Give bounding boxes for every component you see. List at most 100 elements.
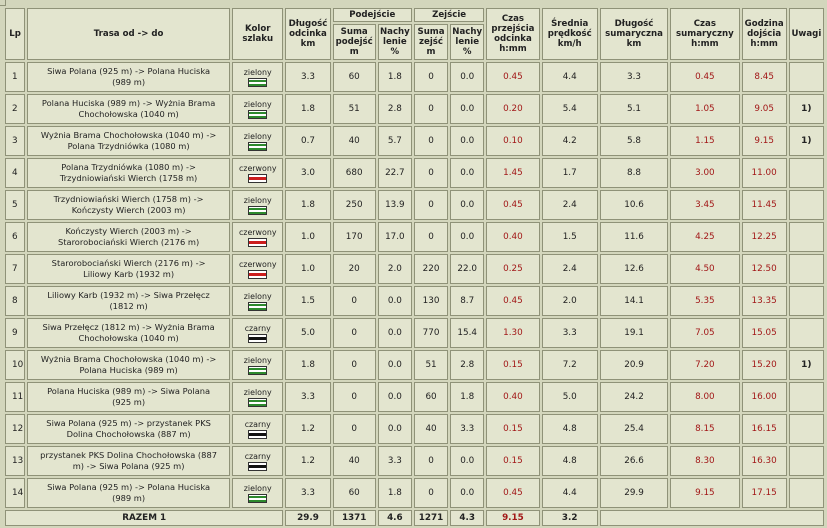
suma-zejsc-cell: 0 <box>413 126 449 156</box>
lp-cell: 4 <box>5 158 26 188</box>
czas-cell: 0.45 <box>486 190 540 220</box>
route-line-2: (1812 m) <box>109 301 148 311</box>
trail-color-label: zielony <box>243 99 272 109</box>
trail-flag-icon <box>248 461 268 471</box>
route-line-1: Wyżnia Brama Chochołowska (1040 m) -> <box>40 354 217 364</box>
dlugosc-cell: 1.0 <box>285 254 331 284</box>
suma-zejsc-cell: 0 <box>413 62 449 92</box>
header-suma-podejsc: Suma podejść m <box>332 24 376 60</box>
godzina-cell: 9.05 <box>741 94 787 124</box>
czas-sumaryczny-cell: 5.35 <box>670 286 740 316</box>
trail-color-cell: zielony <box>232 126 284 156</box>
route-line-1: Liliowy Karb (1932 m) -> Siwa Przełęcz <box>47 290 210 300</box>
route-line-1: Wyżnia Brama Chochołowska (1040 m) -> <box>40 130 217 140</box>
czas-sumaryczny-cell: 3.00 <box>670 158 740 188</box>
trail-color-cell: czarny <box>232 446 284 476</box>
dlugosc-cell: 3.0 <box>285 158 331 188</box>
lp-cell: 3 <box>5 126 26 156</box>
czas-cell: 1.30 <box>486 318 540 348</box>
czas-sumaryczny-cell: 1.05 <box>670 94 740 124</box>
nachylenie-zejscie-cell: 0.0 <box>450 158 485 188</box>
uwagi-cell <box>788 190 824 220</box>
uwagi-cell <box>788 446 824 476</box>
nachylenie-podejscie-cell: 1.8 <box>377 478 412 508</box>
suma-zejsc-cell: 0 <box>413 478 449 508</box>
godzina-cell: 16.15 <box>741 414 787 444</box>
uwagi-cell <box>788 382 824 412</box>
uwagi-cell <box>788 254 824 284</box>
suma-podejsc-cell: 170 <box>332 222 376 252</box>
nachylenie-zejscie-cell: 2.8 <box>450 350 485 380</box>
table-row: 4 Polana Trzydniówka (1080 m) -> Trzydni… <box>5 158 824 188</box>
table-row: 12 Siwa Polana (925 m) -> przystanek PKS… <box>5 414 824 444</box>
header-czas-sumaryczny: Czas sumaryczny h:mm <box>670 8 740 60</box>
czas-sumaryczny-cell: 0.45 <box>670 62 740 92</box>
nachylenie-podejscie-cell: 0.0 <box>377 286 412 316</box>
suma-zejsc-cell: 0 <box>413 190 449 220</box>
dlugosc-sumaryczna-cell: 10.6 <box>599 190 669 220</box>
godzina-cell: 15.05 <box>741 318 787 348</box>
czas-cell: 1.45 <box>486 158 540 188</box>
trail-flag-icon <box>248 269 268 279</box>
uwagi-cell <box>788 414 824 444</box>
czas-cell: 0.40 <box>486 382 540 412</box>
table-row: 11 Polana Huciska (989 m) -> Siwa Polana… <box>5 382 824 412</box>
trail-color-label: czerwony <box>238 227 277 237</box>
czas-sumaryczny-cell: 9.15 <box>670 478 740 508</box>
lp-cell: 14 <box>5 478 26 508</box>
table-row: 6 Kończysty Wierch (2003 m) -> Starorobo… <box>5 222 824 252</box>
route-line-2: Chochołowska (1040 m) <box>78 333 179 343</box>
nachylenie-podejscie-cell: 2.0 <box>377 254 412 284</box>
trail-flag-icon <box>248 397 268 407</box>
nachylenie-zejscie-cell: 15.4 <box>450 318 485 348</box>
route-cell: Polana Huciska (989 m) -> Wyżnia Brama C… <box>27 94 231 124</box>
uwagi-cell: 1) <box>788 350 824 380</box>
trail-color-cell: czerwony <box>232 158 284 188</box>
dlugosc-cell: 1.8 <box>285 350 331 380</box>
route-line-1: Siwa Polana (925 m) -> Polana Huciska <box>47 66 211 76</box>
suma-podejsc-cell: 51 <box>332 94 376 124</box>
trail-flag-icon <box>248 237 268 247</box>
czas-cell: 0.45 <box>486 478 540 508</box>
table-row: 3 Wyżnia Brama Chochołowska (1040 m) -> … <box>5 126 824 156</box>
route-cell: Siwa Przełęcz (1812 m) -> Wyżnia Brama C… <box>27 318 231 348</box>
nachylenie-zejscie-cell: 0.0 <box>450 190 485 220</box>
lp-cell: 7 <box>5 254 26 284</box>
table-row: 8 Liliowy Karb (1932 m) -> Siwa Przełęcz… <box>5 286 824 316</box>
trail-flag-icon <box>248 333 268 343</box>
suma-podejsc-cell: 250 <box>332 190 376 220</box>
czas-sumaryczny-cell: 4.25 <box>670 222 740 252</box>
route-cell: Liliowy Karb (1932 m) -> Siwa Przełęcz (… <box>27 286 231 316</box>
route-line-2: (989 m) <box>112 493 146 503</box>
route-cell: Trzydniowiański Wierch (1758 m) -> Kończ… <box>27 190 231 220</box>
czas-cell: 0.15 <box>486 350 540 380</box>
table-row: 5 Trzydniowiański Wierch (1758 m) -> Koń… <box>5 190 824 220</box>
nachylenie-podejscie-cell: 22.7 <box>377 158 412 188</box>
dlugosc-sumaryczna-cell: 3.3 <box>599 62 669 92</box>
uwagi-cell <box>788 222 824 252</box>
dlugosc-cell: 0.7 <box>285 126 331 156</box>
predkosc-cell: 5.4 <box>541 94 598 124</box>
route-cell: Siwa Polana (925 m) -> przystanek PKS Do… <box>27 414 231 444</box>
total-suma-podejsc: 1371 <box>332 510 376 526</box>
nachylenie-zejscie-cell: 0.0 <box>450 126 485 156</box>
lp-cell: 1 <box>5 62 26 92</box>
dlugosc-cell: 1.8 <box>285 190 331 220</box>
suma-zejsc-cell: 60 <box>413 382 449 412</box>
total-dlugosc: 29.9 <box>285 510 331 526</box>
route-line-2: Liliowy Karb (1932 m) <box>83 269 175 279</box>
route-cell: Siwa Polana (925 m) -> Polana Huciska (9… <box>27 478 231 508</box>
dlugosc-cell: 5.0 <box>285 318 331 348</box>
route-line-1: Polana Huciska (989 m) -> Wyżnia Brama <box>41 98 216 108</box>
godzina-cell: 11.00 <box>741 158 787 188</box>
route-line-1: Starorobociański Wierch (2176 m) -> <box>51 258 206 268</box>
lp-cell: 13 <box>5 446 26 476</box>
table-body: 1 Siwa Polana (925 m) -> Polana Huciska … <box>5 62 824 508</box>
nachylenie-podejscie-cell: 0.0 <box>377 414 412 444</box>
uwagi-cell <box>788 62 824 92</box>
trail-color-cell: czerwony <box>232 254 284 284</box>
route-line-2: (989 m) <box>112 77 146 87</box>
nachylenie-podejscie-cell: 13.9 <box>377 190 412 220</box>
route-line-1: Trzydniowiański Wierch (1758 m) -> <box>53 194 204 204</box>
table-row: 13 przystanek PKS Dolina Chochołowska (8… <box>5 446 824 476</box>
